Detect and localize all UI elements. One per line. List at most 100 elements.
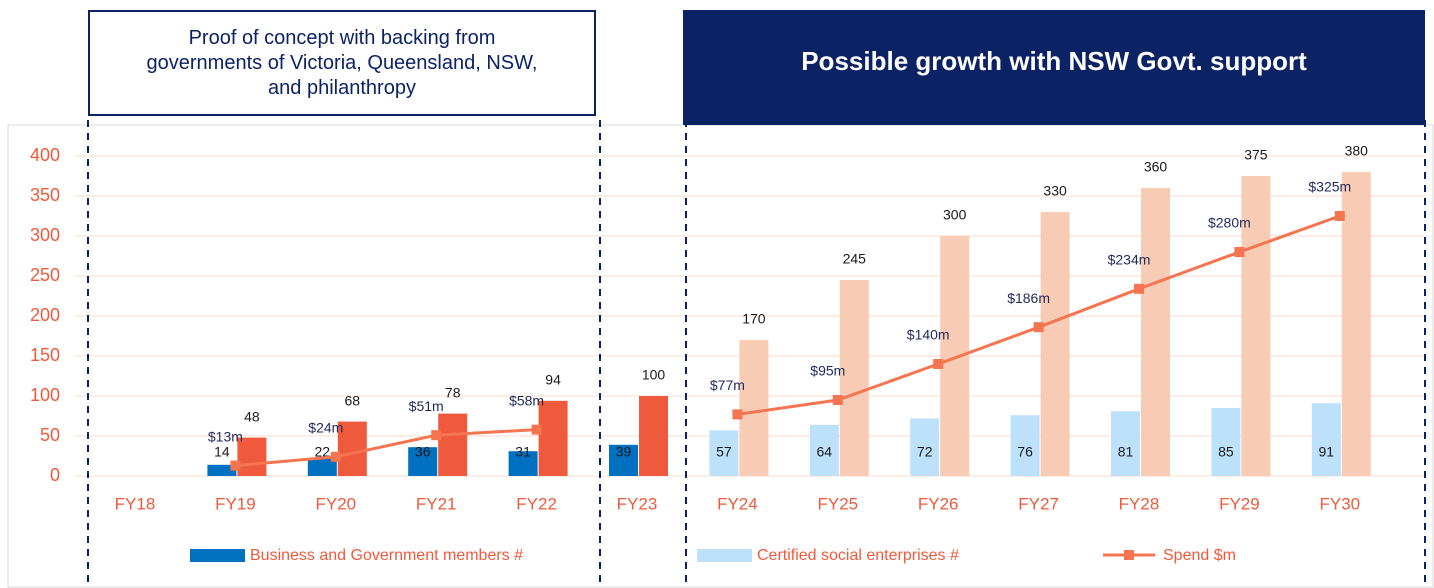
- x-tick-label: FY23: [617, 494, 658, 513]
- bar-label: 85: [1218, 444, 1234, 460]
- line-marker: [230, 460, 241, 471]
- line-marker: [330, 451, 341, 462]
- legend-swatch: [697, 549, 752, 562]
- y-tick-label: 250: [30, 265, 60, 285]
- bar-label: 39: [616, 444, 632, 460]
- y-tick-label: 200: [30, 305, 60, 325]
- line-marker: [933, 359, 944, 369]
- line-label: $24m: [308, 420, 343, 436]
- line: [235, 214, 1341, 468]
- bar-label: 64: [817, 444, 833, 460]
- line-marker: [1334, 211, 1345, 221]
- line-marker: [531, 424, 542, 435]
- x-tick-label: FY27: [1018, 494, 1059, 513]
- y-tick-label: 300: [30, 225, 60, 245]
- line-marker: [732, 409, 743, 420]
- bar-label: 300: [943, 207, 967, 223]
- bar-label: 68: [345, 392, 361, 408]
- line-label: $325m: [1308, 179, 1351, 195]
- legend-label: Spend $m: [1163, 547, 1236, 564]
- line-label: $280m: [1208, 215, 1251, 231]
- x-tick-label: FY25: [817, 494, 858, 513]
- line-label: $234m: [1108, 252, 1151, 268]
- bar: [1311, 403, 1341, 476]
- line-marker: [1134, 283, 1144, 294]
- line-label: $77m: [710, 377, 745, 393]
- bar-label: 94: [545, 372, 561, 388]
- bar-label: 14: [214, 444, 230, 460]
- legend-swatch: [190, 549, 245, 562]
- bar-label: 22: [315, 444, 331, 460]
- line-label: $51m: [409, 398, 444, 414]
- legend-label: Certified social enterprises #: [757, 547, 959, 564]
- y-tick-label: 100: [30, 385, 60, 405]
- bar-label: 375: [1244, 147, 1268, 163]
- bar-label: 245: [843, 251, 867, 267]
- x-tick-label: FY18: [115, 494, 156, 513]
- legend-marker: [1124, 550, 1134, 560]
- bar: [307, 458, 337, 476]
- line-label: $58m: [509, 392, 544, 408]
- line-marker: [1033, 322, 1044, 333]
- line-label: $13m: [208, 428, 243, 444]
- y-tick-label: 400: [30, 145, 60, 165]
- x-tick-label: FY22: [516, 494, 557, 513]
- bar: [508, 451, 538, 476]
- bar: [1040, 212, 1070, 476]
- x-tick-label: FY24: [717, 494, 758, 513]
- bar-label: 81: [1118, 444, 1134, 460]
- x-tick-label: FY29: [1219, 494, 1260, 513]
- bar: [839, 280, 869, 476]
- line-marker: [1234, 247, 1245, 257]
- bar-label: 48: [244, 408, 260, 424]
- bar-label: 72: [917, 444, 933, 460]
- line-label: $186m: [1007, 290, 1050, 306]
- bar: [1341, 172, 1371, 476]
- bar: [709, 430, 739, 476]
- chart-frame: [7, 124, 1434, 588]
- x-tick-label: FY26: [918, 494, 959, 513]
- bar: [337, 421, 367, 476]
- x-tick-label: FY19: [215, 494, 256, 513]
- bar-label: 360: [1144, 159, 1168, 175]
- bar-label: 380: [1345, 143, 1369, 159]
- bar: [207, 464, 237, 476]
- bar-label: 330: [1043, 183, 1067, 199]
- bar: [639, 396, 668, 476]
- y-tick-label: 350: [30, 185, 60, 205]
- x-tick-label: FY20: [315, 494, 356, 513]
- bar: [910, 418, 940, 476]
- line-marker: [832, 395, 843, 405]
- bar: [1141, 188, 1170, 476]
- line-label: $140m: [907, 327, 950, 343]
- bar-label: 76: [1017, 444, 1033, 460]
- bar-label: 78: [445, 384, 461, 400]
- bar-label: 91: [1319, 444, 1335, 460]
- bar: [1111, 411, 1140, 476]
- y-tick-label: 0: [50, 465, 60, 485]
- bar-label: 36: [415, 444, 431, 460]
- bar: [438, 413, 468, 476]
- bar: [408, 447, 438, 476]
- bar: [739, 340, 769, 476]
- bar: [237, 437, 267, 476]
- bar-label: 57: [716, 444, 732, 460]
- x-tick-label: FY21: [416, 494, 457, 513]
- legend-label: Business and Government members #: [250, 547, 523, 564]
- bar-label: 100: [642, 367, 666, 383]
- bar: [809, 424, 839, 476]
- bar: [1241, 176, 1271, 476]
- bar: [609, 444, 638, 476]
- x-tick-label: FY28: [1119, 494, 1160, 513]
- bar-label: 170: [742, 311, 766, 327]
- y-tick-label: 50: [40, 425, 60, 445]
- bar: [940, 236, 970, 476]
- bar: [1211, 408, 1241, 476]
- line-marker: [431, 430, 442, 441]
- bar: [1010, 415, 1040, 476]
- left-header: Proof of concept with backing from gover…: [88, 10, 596, 116]
- x-tick-label: FY30: [1319, 494, 1360, 513]
- y-tick-label: 150: [30, 345, 60, 365]
